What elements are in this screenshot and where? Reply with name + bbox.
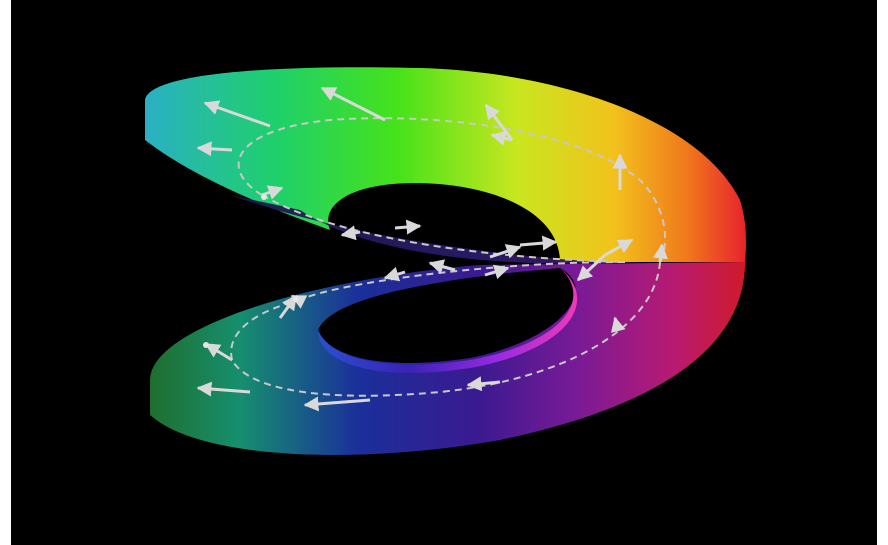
figure-canvas [11, 0, 877, 545]
tangent-vectors [196, 86, 668, 412]
lower-sheet [150, 262, 745, 455]
upper-sheet [145, 67, 746, 264]
path-joint-markers [203, 194, 299, 348]
mobius-helicoid-figure [145, 67, 746, 455]
